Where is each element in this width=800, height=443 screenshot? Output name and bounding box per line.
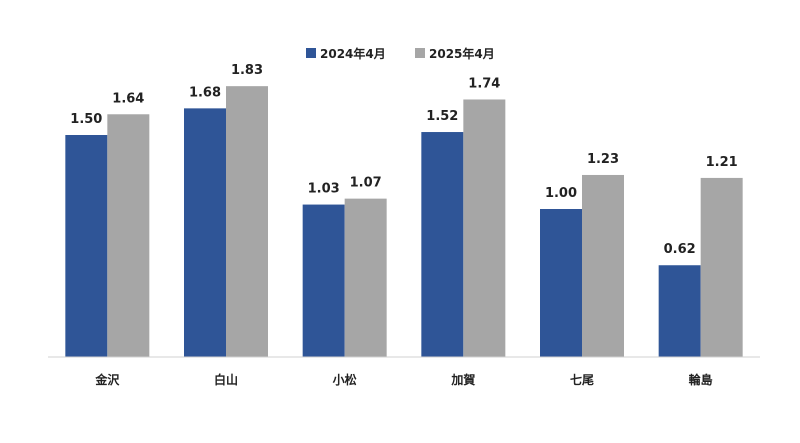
category-label-1: 白山: [214, 372, 238, 387]
bar-2024-1: [184, 108, 226, 357]
data-label-2024-3: 1.52: [426, 109, 458, 124]
data-label-2025-1: 1.83: [231, 63, 263, 78]
data-label-2024-0: 1.50: [70, 112, 102, 127]
legend-swatch-2025: [415, 48, 425, 58]
legend-swatch-2024: [306, 48, 316, 58]
category-label-2: 小松: [333, 372, 357, 387]
data-label-2024-1: 1.68: [189, 85, 221, 100]
data-label-2024-5: 0.62: [664, 242, 696, 257]
data-label-2024-2: 1.03: [308, 182, 340, 197]
data-label-2025-4: 1.23: [587, 152, 619, 167]
bar-2025-1: [226, 86, 268, 357]
category-labels-group: 金沢 白山 小松 加賀 七尾 輪島: [94, 372, 712, 387]
value-labels-group: 1.50 1.64 1.68 1.83 1.03 1.07 1.52 1.74 1.00 1.23…: [70, 63, 737, 257]
data-label-2025-5: 1.21: [706, 155, 738, 170]
legend-label-2025: 2025年4月: [429, 46, 495, 61]
bar-2025-4: [582, 174, 624, 357]
bar-2025-3: [463, 99, 506, 357]
bar-2024-4: [540, 209, 582, 357]
data-label-2025-3: 1.74: [468, 76, 500, 91]
bar-2024-5: [658, 265, 701, 357]
bar-2025-2: [344, 198, 387, 357]
legend-label-2024: 2024年4月: [320, 46, 386, 61]
bar-2024-0: [65, 135, 108, 357]
category-label-4: 七尾: [570, 373, 594, 387]
bar-2025-0: [107, 114, 150, 357]
category-label-5: 輪島: [689, 372, 713, 387]
bar-2024-2: [302, 204, 345, 357]
bar-2024-3: [421, 132, 464, 357]
data-label-2025-2: 1.07: [350, 176, 382, 191]
data-label-2024-4: 1.00: [545, 186, 577, 201]
data-label-2025-0: 1.64: [112, 91, 144, 106]
legend: 2024年4月 2025年4月: [306, 46, 495, 61]
bar-2025-5: [700, 177, 743, 357]
bars-group: [65, 86, 743, 357]
category-label-0: 金沢: [94, 372, 120, 387]
category-label-3: 加賀: [450, 372, 475, 387]
